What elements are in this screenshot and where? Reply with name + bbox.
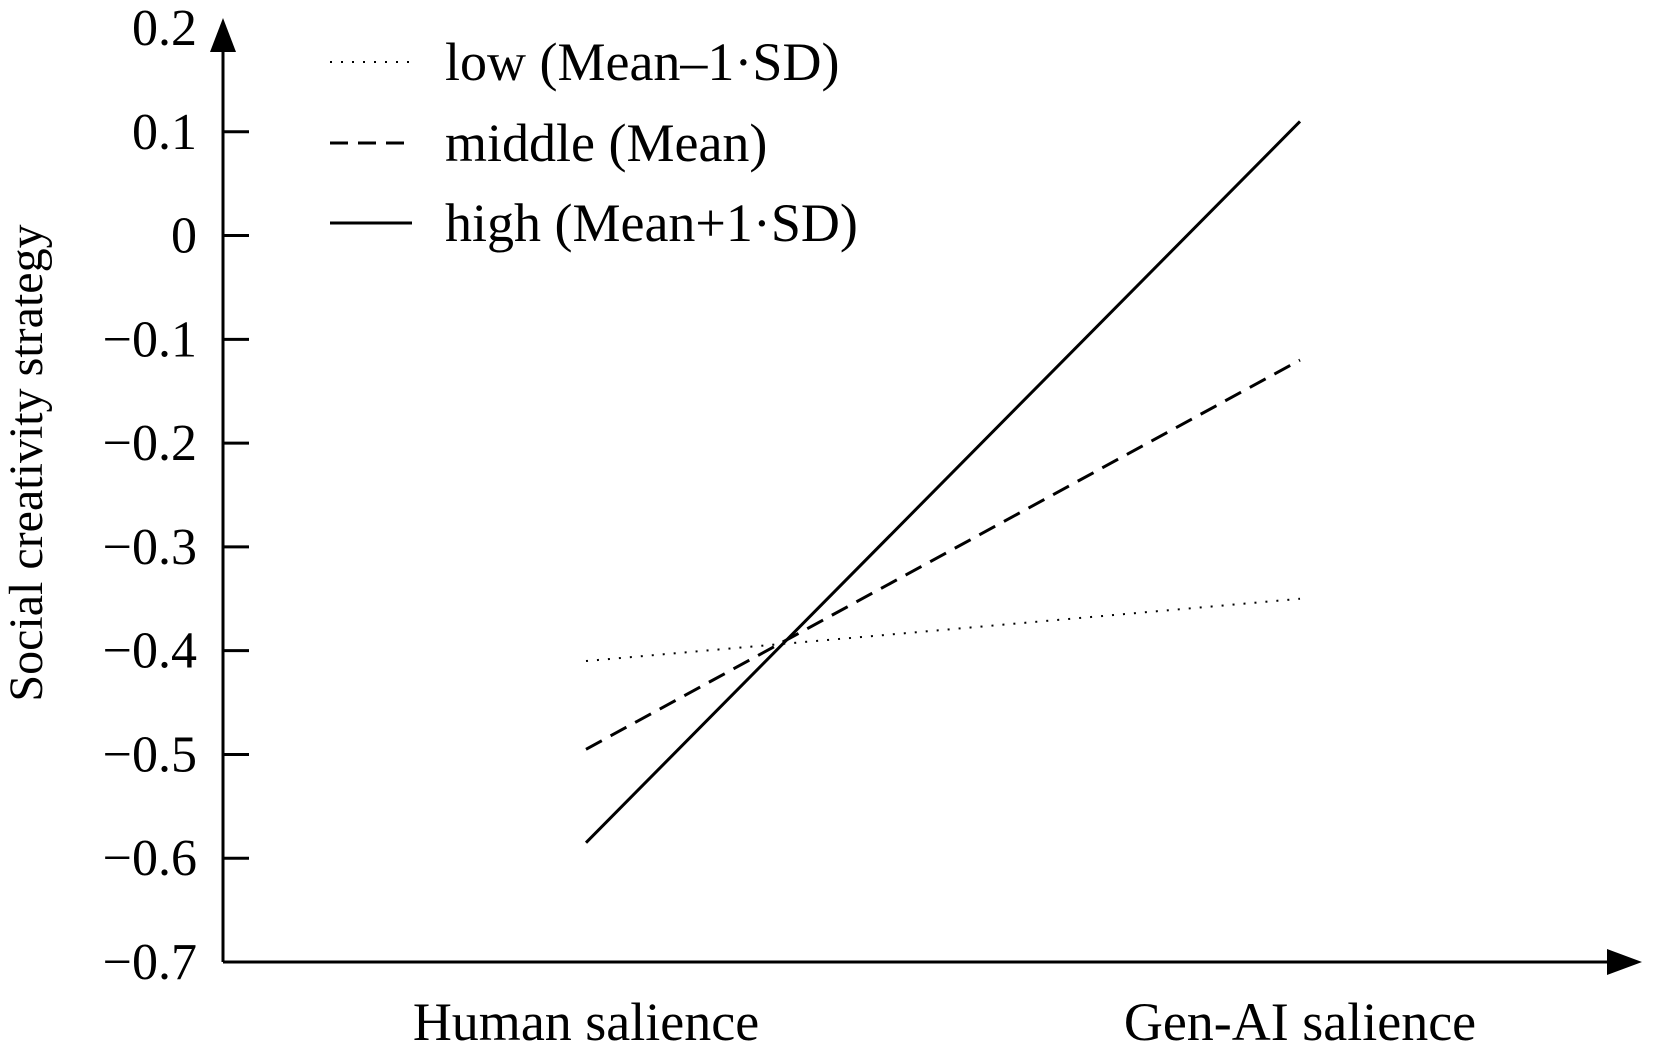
series-line-solid: [584, 120, 1302, 844]
y-tick-label: −0.4: [103, 623, 197, 680]
y-axis-label: Social creativity strategy: [0, 224, 53, 701]
y-tick-label: −0.6: [103, 830, 197, 887]
series-line-dotted: [585, 597, 1301, 663]
y-tick-label: −0.7: [103, 934, 197, 991]
y-tick-label: −0.2: [103, 415, 197, 472]
legend-label: middle (Mean): [445, 113, 767, 173]
y-tick-label: −0.1: [103, 311, 197, 368]
series-lines: [584, 120, 1302, 844]
x-category-label: Human salience: [413, 992, 759, 1042]
y-tick-label: 0.2: [132, 0, 197, 57]
x-category-label: Gen-AI salience: [1124, 992, 1476, 1042]
legend-label: high (Mean+1·SD): [445, 193, 858, 253]
x-category-labels: Human salience Gen-AI salience: [413, 992, 1476, 1042]
y-tick-label: 0: [171, 208, 197, 265]
y-axis-arrow: [210, 18, 236, 52]
y-ticks: 0.2 0.1 0 −0.1 −0.2 −0.3 −0.4 −0.5 −0.6 −0.7: [103, 0, 249, 991]
y-tick-label: 0.1: [132, 104, 197, 161]
series-line-dashed: [585, 358, 1301, 751]
legend-label: low (Mean–1·SD): [445, 32, 839, 92]
x-axis-arrow: [1607, 949, 1642, 975]
y-tick-label: −0.3: [103, 519, 197, 576]
y-tick-label: −0.5: [103, 726, 197, 783]
legend: low (Mean–1·SD) middle (Mean) high (Mean+1…: [330, 32, 858, 253]
